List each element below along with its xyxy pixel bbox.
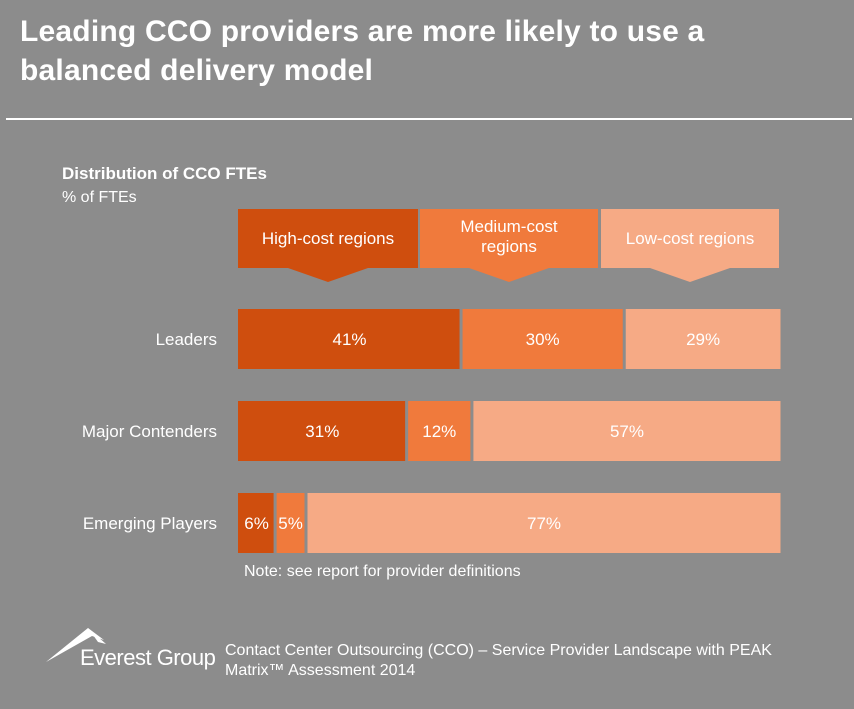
brand-name: Everest Group	[80, 645, 216, 670]
logo-mountain-icon	[46, 628, 104, 662]
bar-1-2	[462, 309, 623, 369]
bar-2-1	[238, 401, 406, 461]
bar-1-3	[625, 309, 781, 369]
everest-group-logo	[46, 628, 106, 662]
legend-marker-3	[601, 209, 779, 282]
bar-2-3	[473, 401, 781, 461]
chart-legend: High-cost regions Medium-cost regions Low-c…	[238, 209, 779, 282]
category-labels: Leaders Major Contenders Emerging Players	[82, 330, 217, 533]
category-label-1: Leaders	[156, 330, 217, 349]
legend-label-3: Low-cost regions	[626, 229, 755, 248]
legend-label-2: Medium-cost regions	[460, 217, 558, 256]
legend-marker-1	[238, 209, 418, 282]
source-text: Contact Center Outsourcing (CCO) – Servi…	[225, 642, 772, 679]
chart-title: Distribution of CCO FTEs	[62, 164, 267, 183]
footnote: Note: see report for provider definition…	[244, 563, 521, 580]
data-label-2-3: 57%	[610, 422, 644, 441]
category-label-2: Major Contenders	[82, 422, 217, 441]
data-label-2-2: 12%	[422, 422, 456, 441]
data-label-3-2: 5%	[278, 514, 303, 533]
logo-peak-icon	[88, 628, 106, 644]
bar-1-1	[238, 309, 460, 369]
stacked-bar-chart: High-cost regions Medium-cost regions Low-c…	[82, 209, 781, 553]
bar-3-2	[276, 493, 305, 553]
data-label-1-1: 41%	[333, 330, 367, 349]
legend-label-1: High-cost regions	[262, 229, 394, 248]
chart-bars: 41% 30% 29% 31% 12% 57% 6% 5% 77%	[238, 309, 781, 553]
data-label-3-1: 6%	[244, 514, 269, 533]
data-label-3-3: 77%	[527, 514, 561, 533]
chart-unit-label: % of FTEs	[62, 189, 137, 206]
title-divider	[6, 118, 852, 120]
legend-marker-2	[420, 209, 598, 282]
data-label-1-3: 29%	[686, 330, 720, 349]
category-label-3: Emerging Players	[83, 514, 217, 533]
data-label-1-2: 30%	[526, 330, 560, 349]
data-label-2-1: 31%	[305, 422, 339, 441]
bar-2-2	[408, 401, 471, 461]
bar-3-3	[307, 493, 781, 553]
page-title: Leading CCO providers are more likely to…	[20, 15, 705, 87]
bar-3-1	[238, 493, 274, 553]
